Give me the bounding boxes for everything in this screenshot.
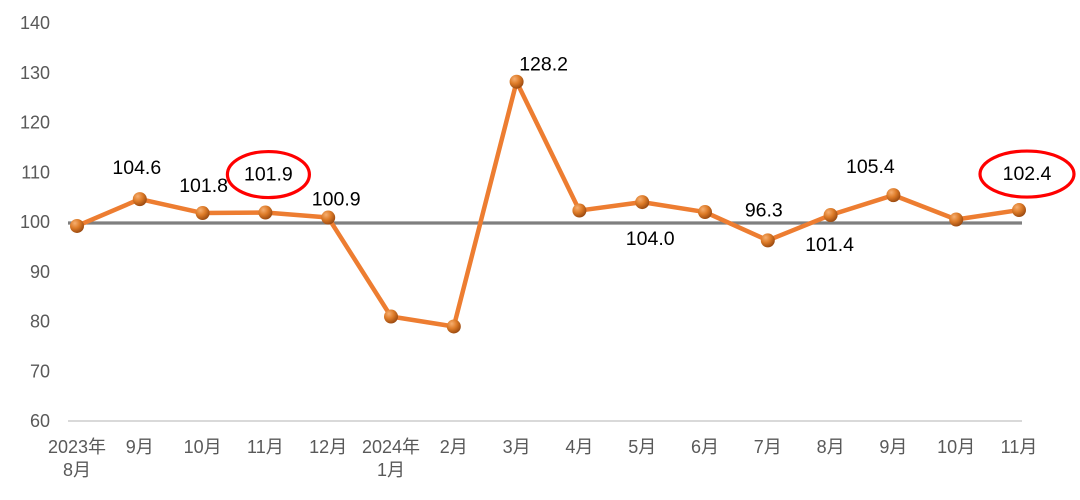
- highlight-ellipse: [225, 149, 311, 200]
- data-point-marker: [823, 208, 838, 223]
- x-tick-label: 12月: [309, 437, 347, 457]
- data-point-marker: [572, 203, 587, 218]
- y-tick-label: 120: [20, 113, 50, 133]
- x-tick-label: 1月: [377, 460, 405, 480]
- y-tick-label: 90: [30, 262, 50, 282]
- y-tick-label: 140: [20, 13, 50, 33]
- data-point-marker: [1012, 203, 1026, 218]
- data-point-label: 100.9: [312, 189, 361, 211]
- series-line: [74, 79, 1022, 329]
- x-tick-label: 10月: [937, 437, 975, 457]
- highlight-ellipse: [978, 149, 1076, 199]
- data-point-label: 104.0: [626, 228, 675, 250]
- data-point-marker: [760, 233, 775, 248]
- x-tick-label: 2月: [440, 437, 468, 457]
- data-point-marker: [195, 206, 210, 221]
- data-point-label: 128.2: [519, 54, 568, 76]
- data-point-marker: [886, 188, 901, 203]
- data-point-marker: [698, 205, 712, 220]
- x-tick-label: 4月: [565, 437, 593, 457]
- data-point-label: 104.6: [112, 157, 161, 179]
- x-tick-label: 9月: [126, 437, 154, 457]
- data-point-marker: [258, 205, 273, 220]
- x-tick-label: 5月: [628, 437, 656, 457]
- x-tick-label: 11月: [1001, 437, 1038, 457]
- y-tick-label: 130: [20, 63, 50, 83]
- data-point-label: 102.4: [1003, 163, 1052, 185]
- x-tick-label: 6月: [691, 437, 719, 457]
- data-point-label: 105.4: [846, 156, 895, 178]
- x-tick-label: 9月: [879, 437, 907, 457]
- data-point-label: 101.4: [805, 234, 854, 256]
- data-point-marker: [446, 319, 461, 334]
- y-tick-label: 80: [30, 312, 50, 332]
- data-point-marker: [70, 218, 84, 233]
- data-point-label: 96.3: [745, 199, 783, 221]
- y-tick-label: 60: [30, 411, 50, 431]
- data-point-label: 101.9: [244, 164, 293, 186]
- data-point-marker: [132, 192, 147, 207]
- y-tick-label: 110: [21, 162, 50, 182]
- data-point-marker: [384, 309, 398, 324]
- x-tick-label: 11月: [247, 437, 284, 457]
- data-point-label: 101.8: [179, 175, 228, 197]
- x-tick-label: 7月: [754, 437, 782, 457]
- x-tick-label: 8月: [63, 460, 91, 480]
- x-tick-label: 8月: [817, 437, 845, 457]
- data-point-marker: [509, 74, 524, 89]
- x-tick-label: 10月: [184, 437, 222, 457]
- x-tick-label: 2023年: [48, 437, 106, 457]
- data-point-marker: [321, 210, 336, 225]
- y-tick-label: 100: [20, 212, 50, 232]
- x-tick-label: 3月: [503, 437, 531, 457]
- y-tick-label: 70: [30, 361, 50, 381]
- data-point-marker: [949, 212, 964, 227]
- x-tick-label: 2024年: [362, 437, 420, 457]
- data-point-marker: [635, 195, 650, 210]
